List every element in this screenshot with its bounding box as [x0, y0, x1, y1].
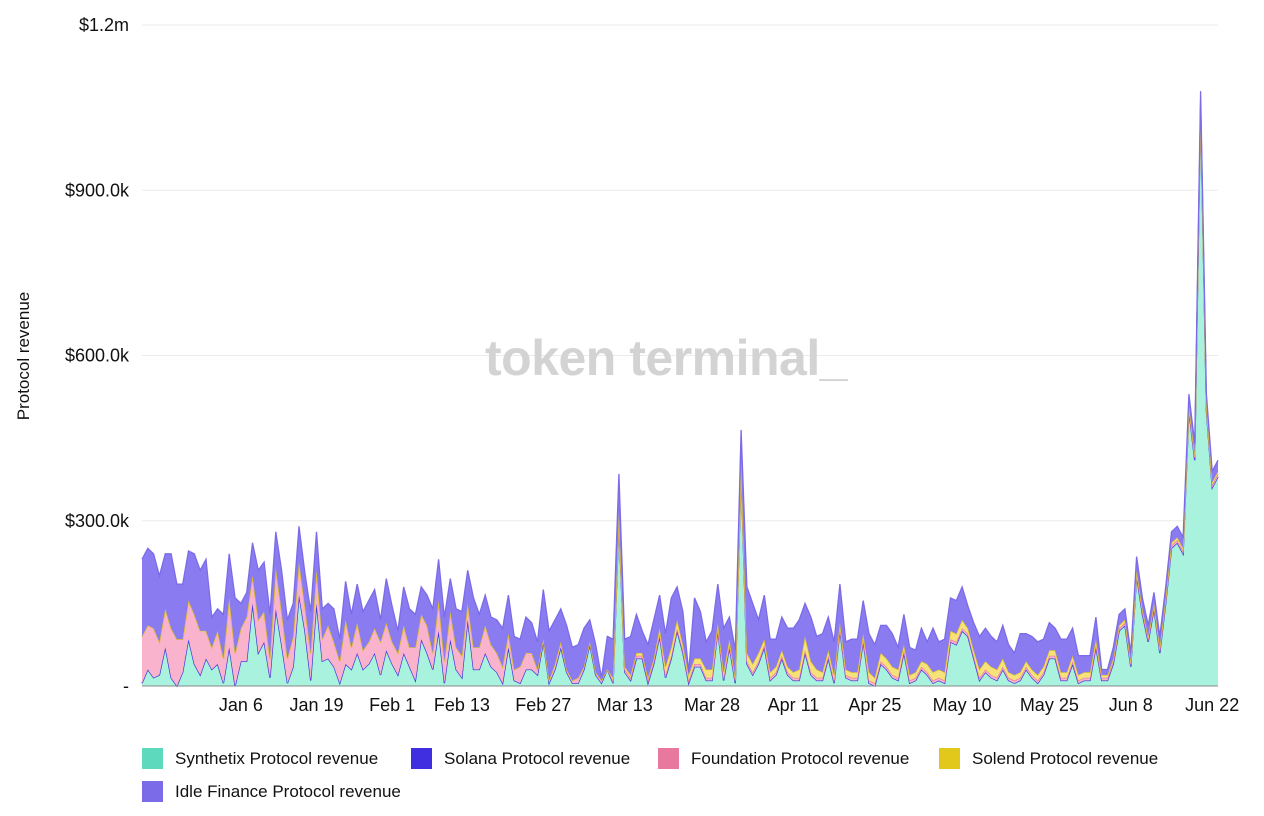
series-areas — [141, 91, 1219, 688]
x-tick-label: Feb 27 — [515, 695, 571, 715]
legend-label: Solend Protocol revenue — [972, 748, 1159, 768]
x-tick-label: May 10 — [933, 695, 992, 715]
x-tick-label: May 25 — [1020, 695, 1079, 715]
foundation-protocol-revenue-area — [142, 104, 1218, 686]
y-axis-ticks: - $300.0k $600.0k $900.0k $1.2m — [65, 15, 130, 696]
legend-swatch — [939, 748, 960, 769]
legend-label: Foundation Protocol revenue — [691, 748, 910, 768]
x-tick-label: Jan 6 — [219, 695, 263, 715]
y-tick-label: $1.2m — [79, 15, 129, 35]
x-tick-label: Jun 22 — [1185, 695, 1239, 715]
legend-swatch — [142, 781, 163, 802]
legend-label: Synthetix Protocol revenue — [175, 748, 379, 768]
watermark: token terminal_ — [485, 330, 849, 386]
x-tick-label: Feb 1 — [369, 695, 415, 715]
y-tick-label: $600.0k — [65, 346, 130, 366]
idle-finance-protocol-revenue-line — [141, 91, 1219, 678]
x-tick-label: Apr 11 — [768, 695, 820, 715]
legend-item[interactable]: Solana Protocol revenue — [411, 748, 630, 769]
x-tick-label: Mar 28 — [684, 695, 740, 715]
legend-item[interactable]: Idle Finance Protocol revenue — [142, 781, 401, 802]
x-axis-ticks: Jan 6 Jan 19 Feb 1 Feb 13 Feb 27 Mar 13 Mar 28… — [219, 695, 1239, 715]
y-axis-label: Protocol revenue — [14, 292, 33, 421]
x-tick-label: Jun 8 — [1109, 695, 1153, 715]
legend-item[interactable]: Synthetix Protocol revenue — [142, 748, 378, 769]
y-tick-label: - — [123, 676, 129, 696]
legend-swatch — [411, 748, 432, 769]
legend-item[interactable]: Foundation Protocol revenue — [658, 748, 909, 769]
y-tick-label: $300.0k — [65, 511, 130, 531]
x-tick-label: Apr 25 — [848, 695, 901, 715]
legend-swatch — [142, 748, 163, 769]
x-tick-label: Jan 19 — [289, 695, 343, 715]
legend-item[interactable]: Solend Protocol revenue — [939, 748, 1158, 769]
x-tick-label: Feb 13 — [434, 695, 490, 715]
legend-swatch — [658, 748, 679, 769]
grid-lines — [142, 24, 1218, 522]
legend-label: Idle Finance Protocol revenue — [175, 781, 401, 801]
x-tick-label: Mar 13 — [597, 695, 653, 715]
y-tick-label: $900.0k — [65, 180, 130, 200]
legend-label: Solana Protocol revenue — [444, 748, 631, 768]
